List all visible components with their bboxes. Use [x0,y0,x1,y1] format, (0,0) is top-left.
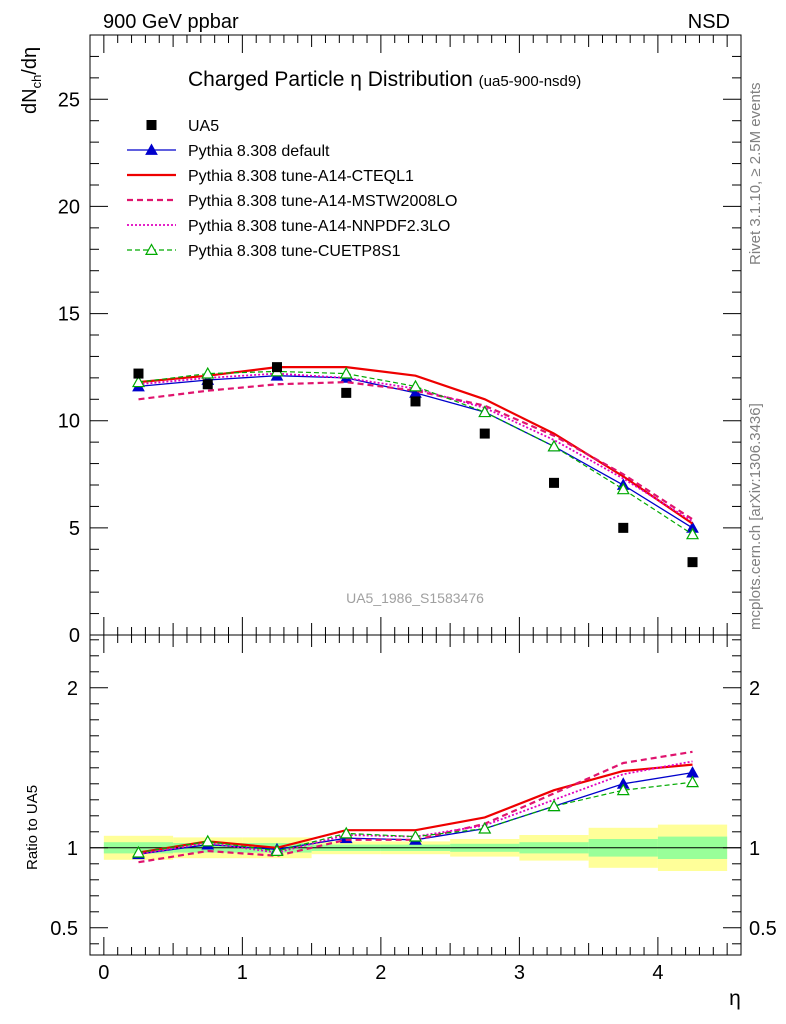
data-point-ua5 [410,396,421,407]
side-label-top: Rivet 3.1.10, ≥ 2.5M events [747,83,764,266]
ratio-marker-pythia-8-308-tune-cuetp8s1 [478,821,492,834]
ratio-marker-pythia-8-308-tune-cuetp8s1 [616,783,630,796]
x-tick-label: 3 [514,962,525,984]
main-line-pythia-8-308-tune-a14-mstw2008lo [138,380,694,521]
main-marker-pythia-8-308-tune-cuetp8s1 [201,366,215,379]
main-y-tick-label: 5 [69,518,80,540]
legend-label-pythia-8-308-tune-a14-nnpdf2-3lo: Pythia 8.308 tune-A14-NNPDF2.3LO [188,218,450,235]
data-point-ua5 [202,379,213,390]
ratio-plot-content [90,750,741,871]
main-series-pythia-8-308-tune-cuetp8s1 [131,364,700,540]
legend-entry-ua5: UA5 [146,118,219,135]
legend-entry-pythia-8-308-default: Pythia 8.308 default [127,143,330,160]
main-plot-panel: 0 5 10 15 20 25 UA5_1986_S1583476 Charged Par… [19,34,742,647]
ratio-y-axis-label: Ratio to UA5 [24,785,41,870]
ylabel-main: dN [19,88,41,114]
main-y-tick-label: 15 [58,304,80,326]
header-left: 900 GeV ppbar [103,11,239,33]
main-series-pythia-8-308-tune-a14-nnpdf2-3lo [138,372,693,523]
main-y-tick-label: 20 [58,196,80,218]
legend-entry-pythia-8-308-tune-cuetp8s1: Pythia 8.308 tune-CUETP8S1 [127,243,401,260]
legend-marker-pythia-8-308-default [145,143,158,155]
legend: UA5 Pythia 8.308 default Pythia 8.308 tune… [127,118,457,260]
main-line-pythia-8-308-tune-cuetp8s1 [138,370,693,535]
main-marker-pythia-8-308-tune-cuetp8s1 [478,405,492,418]
main-marker-pythia-8-308-tune-cuetp8s1 [408,379,423,392]
main-y-tick-label: 25 [58,89,80,111]
data-point-ua5 [549,477,560,488]
ratio-series-pythia-8-308-tune-cuetp8s1 [131,775,700,858]
main-y-tick-label: 0 [69,625,80,647]
legend-swatch-ua5 [146,120,157,130]
main-marker-pythia-8-308-tune-cuetp8s1 [131,375,145,388]
x-tick-label: 1 [237,962,248,984]
ratio-marker-pythia-8-308-tune-cuetp8s1 [339,826,353,839]
main-marker-pythia-8-308-tune-cuetp8s1 [339,366,353,379]
x-axis-label: η [729,987,741,1010]
ratio-marker-pythia-8-308-tune-cuetp8s1 [686,775,700,788]
title-main: Charged Particle η Distribution [188,68,473,91]
title-sub: (ua5-900-nsd9) [479,73,582,90]
side-label-bottom: mcplots.cern.ch [arXiv:1306.3436] [747,403,764,630]
ratio-marker-pythia-8-308-tune-cuetp8s1 [270,844,284,857]
header-right: NSD [688,11,730,33]
legend-label-pythia-8-308-tune-a14-cteql1: Pythia 8.308 tune-A14-CTEQL1 [188,168,414,185]
ylabel-sub: ch [29,75,44,89]
ratio-series-pythia-8-308-tune-a14-mstw2008lo [138,750,693,864]
ratio-y-tick-label: 2 [67,678,78,700]
legend-entry-pythia-8-308-tune-a14-nnpdf2-3lo: Pythia 8.308 tune-A14-NNPDF2.3LO [127,218,450,235]
main-marker-pythia-8-308-tune-cuetp8s1 [616,482,630,495]
ratio-line-pythia-8-308-tune-a14-mstw2008lo [138,750,693,864]
main-marker-pythia-8-308-tune-cuetp8s1 [686,527,700,540]
ratio-y-tick-label: 1 [67,838,78,860]
legend-label-pythia-8-308-tune-a14-mstw2008lo: Pythia 8.308 tune-A14-MSTW2008LO [188,193,457,210]
x-tick-label: 2 [375,962,386,984]
ratio-plot-panel: 0.5 0.5 1 1 2 2 0 1 2 3 4 Ratio to UA5 η [24,634,777,1010]
legend-marker-pythia-8-308-tune-cuetp8s1 [144,243,159,255]
main-marker-pythia-8-308-tune-cuetp8s1 [547,439,561,452]
ratio-plot-frame [89,634,742,956]
legend-entry-pythia-8-308-tune-a14-cteql1: Pythia 8.308 tune-A14-CTEQL1 [127,168,414,185]
data-point-ua5 [618,522,629,533]
data-point-ua5 [133,368,144,379]
ratio-y-tick-label-right: 0.5 [749,918,777,940]
main-chart-title: Charged Particle η Distribution (ua5-900… [188,68,581,91]
ratio-marker-pythia-8-308-tune-cuetp8s1 [547,799,561,812]
main-y-axis-label: dNch/dη [19,47,44,114]
data-point-ua5 [341,387,352,398]
ratio-marker-pythia-8-308-tune-cuetp8s1 [408,829,423,842]
ratio-y-tick-label-right: 1 [749,838,760,860]
ratio-y-tick-label-right: 2 [749,678,760,700]
analysis-watermark: UA5_1986_S1583476 [346,590,484,606]
ratio-axes: 0.5 0.5 1 1 2 2 0 1 2 3 4 [50,635,777,984]
legend-label-pythia-8-308-default: Pythia 8.308 default [188,143,330,160]
main-series-pythia-8-308-tune-a14-mstw2008lo [138,380,694,521]
main-axes: 0 5 10 15 20 25 [58,34,741,647]
ratio-marker-pythia-8-308-tune-cuetp8s1 [131,845,145,858]
ratio-marker-pythia-8-308-tune-cuetp8s1 [201,834,215,847]
data-point-ua5 [479,428,490,439]
data-point-ua5 [687,557,698,568]
legend-label-ua5: UA5 [188,118,219,135]
x-tick-label: 4 [652,962,663,984]
x-tick-label: 0 [98,962,109,984]
data-point-ua5 [271,362,282,373]
main-line-pythia-8-308-tune-a14-nnpdf2-3lo [138,372,693,523]
ratio-y-tick-label: 0.5 [50,918,78,940]
ylabel-tail: /dη [19,47,41,75]
main-plot-content [131,362,700,568]
legend-entry-pythia-8-308-tune-a14-mstw2008lo: Pythia 8.308 tune-A14-MSTW2008LO [127,193,457,210]
main-y-tick-label: 10 [58,411,80,433]
data-points-ua5 [133,362,698,568]
legend-label-pythia-8-308-tune-cuetp8s1: Pythia 8.308 tune-CUETP8S1 [188,243,401,260]
